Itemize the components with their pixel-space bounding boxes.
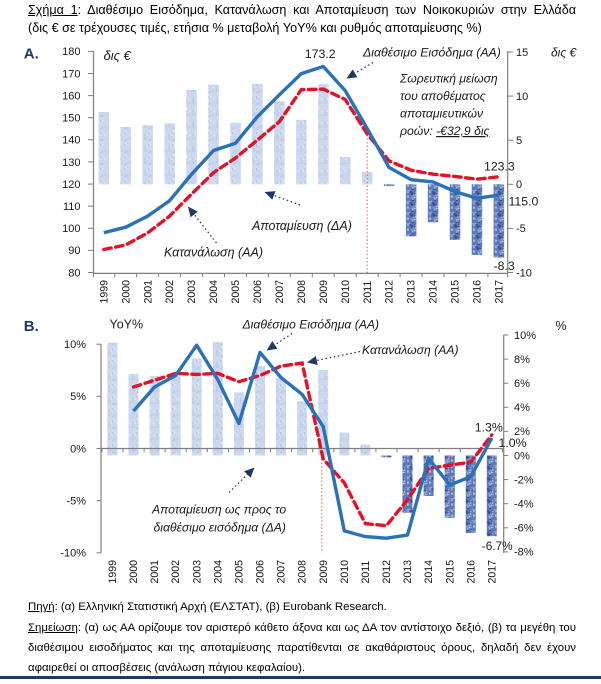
svg-text:2013: 2013 — [402, 560, 414, 584]
svg-text:-2%: -2% — [514, 474, 534, 486]
svg-text:1999: 1999 — [107, 560, 119, 584]
svg-text:2012: 2012 — [384, 280, 396, 304]
svg-text:10%: 10% — [514, 330, 536, 342]
svg-text:Σωρευτική μείωση: Σωρευτική μείωση — [399, 72, 498, 86]
svg-text:100: 100 — [62, 223, 80, 235]
svg-text:0: 0 — [516, 179, 522, 191]
svg-text:2006: 2006 — [252, 280, 264, 304]
svg-text:120: 120 — [62, 179, 80, 191]
svg-text:173.2: 173.2 — [305, 47, 336, 61]
svg-text:90: 90 — [68, 245, 80, 257]
svg-text:5%: 5% — [70, 391, 86, 403]
svg-text:Κατανάλωση (ΑΑ): Κατανάλωση (ΑΑ) — [362, 343, 459, 357]
svg-text:2011: 2011 — [362, 281, 374, 304]
svg-text:2011: 2011 — [360, 561, 372, 584]
svg-text:80: 80 — [68, 267, 80, 279]
svg-text:YoY%: YoY% — [110, 317, 144, 331]
svg-text:Αποταμίευση ως προς το: Αποταμίευση ως προς το — [151, 503, 286, 517]
svg-text:110: 110 — [63, 201, 81, 213]
svg-text:2015: 2015 — [444, 560, 456, 584]
svg-text:0%: 0% — [514, 450, 530, 462]
svg-text:2007: 2007 — [274, 280, 286, 304]
svg-text:2001: 2001 — [142, 280, 154, 304]
svg-text:2010: 2010 — [339, 560, 351, 584]
svg-text:0%: 0% — [70, 443, 86, 455]
svg-text:2017: 2017 — [494, 280, 506, 304]
svg-text:150: 150 — [62, 113, 80, 125]
svg-text:-5: -5 — [516, 223, 526, 235]
svg-text:%: % — [556, 319, 567, 333]
svg-text:-10: -10 — [516, 267, 532, 279]
svg-text:Κατανάλωση (ΑΑ): Κατανάλωση (ΑΑ) — [164, 246, 263, 260]
svg-text:1999: 1999 — [98, 280, 110, 304]
svg-text:8%: 8% — [514, 354, 530, 366]
svg-text:2006: 2006 — [255, 560, 267, 584]
svg-text:1.3%: 1.3% — [475, 421, 503, 435]
svg-text:B.: B. — [24, 318, 39, 335]
svg-text:-6%: -6% — [514, 523, 534, 535]
svg-text:170: 170 — [62, 68, 80, 80]
svg-text:Αποταμίευση (ΔΑ): Αποταμίευση (ΔΑ) — [251, 219, 352, 233]
svg-text:140: 140 — [62, 135, 80, 147]
svg-text:του αποθέματος: του αποθέματος — [400, 89, 486, 103]
svg-text:2015: 2015 — [450, 280, 462, 304]
svg-text:2003: 2003 — [186, 280, 198, 304]
svg-text:2000: 2000 — [128, 560, 140, 584]
svg-text:δις €: δις € — [104, 48, 132, 63]
svg-text:5: 5 — [516, 135, 522, 147]
svg-text:1.0%: 1.0% — [499, 436, 527, 450]
svg-text:180: 180 — [62, 46, 80, 58]
svg-text:2001: 2001 — [149, 560, 161, 584]
svg-text:-6.7%: -6.7% — [482, 539, 513, 553]
svg-text:6%: 6% — [514, 378, 530, 390]
svg-text:A.: A. — [24, 46, 39, 63]
svg-text:4%: 4% — [514, 402, 530, 414]
svg-text:-10%: -10% — [60, 548, 86, 560]
svg-text:15: 15 — [516, 47, 528, 59]
svg-text:διαθέσιμο εισόδημα (ΔΑ): διαθέσιμο εισόδημα (ΔΑ) — [154, 521, 286, 535]
svg-text:2002: 2002 — [164, 280, 176, 304]
svg-text:2008: 2008 — [297, 560, 309, 584]
svg-text:2014: 2014 — [423, 560, 435, 584]
svg-text:2010: 2010 — [340, 280, 352, 304]
svg-text:2003: 2003 — [191, 560, 203, 584]
svg-text:2004: 2004 — [208, 280, 220, 304]
svg-text:2%: 2% — [514, 426, 530, 438]
svg-text:2008: 2008 — [296, 280, 308, 304]
svg-text:2009: 2009 — [318, 560, 330, 584]
svg-text:2017: 2017 — [486, 560, 498, 584]
svg-text:2016: 2016 — [465, 560, 477, 584]
svg-text:-8%: -8% — [514, 547, 534, 559]
svg-text:-4%: -4% — [514, 499, 534, 511]
svg-text:2005: 2005 — [230, 280, 242, 304]
svg-text:2000: 2000 — [120, 280, 132, 304]
svg-text:160: 160 — [62, 90, 80, 102]
svg-text:2004: 2004 — [212, 560, 224, 584]
svg-text:2005: 2005 — [233, 560, 245, 584]
svg-text:2013: 2013 — [406, 280, 418, 304]
svg-text:2014: 2014 — [428, 280, 440, 304]
svg-text:2016: 2016 — [472, 280, 484, 304]
svg-text:2002: 2002 — [170, 560, 182, 584]
svg-text:ροών: -€32,9 δις: ροών: -€32,9 δις — [399, 124, 490, 138]
svg-text:10%: 10% — [64, 339, 86, 351]
svg-text:2012: 2012 — [381, 560, 393, 584]
svg-text:δις €: δις € — [551, 46, 578, 60]
svg-text:2007: 2007 — [276, 560, 288, 584]
svg-text:-8.3: -8.3 — [494, 259, 515, 273]
svg-text:130: 130 — [62, 157, 80, 169]
svg-text:Διαθέσιμο Εισόδημα (ΑΑ): Διαθέσιμο Εισόδημα (ΑΑ) — [242, 318, 380, 332]
svg-text:115.0: 115.0 — [509, 194, 539, 208]
svg-text:Διαθέσιμο Εισόδημα (ΑΑ): Διαθέσιμο Εισόδημα (ΑΑ) — [362, 46, 501, 60]
svg-text:-5%: -5% — [66, 495, 86, 507]
svg-text:10: 10 — [516, 91, 528, 103]
svg-text:123.3: 123.3 — [484, 160, 515, 174]
svg-text:2009: 2009 — [318, 280, 330, 304]
svg-text:αποταμιευτικών: αποταμιευτικών — [400, 107, 484, 121]
